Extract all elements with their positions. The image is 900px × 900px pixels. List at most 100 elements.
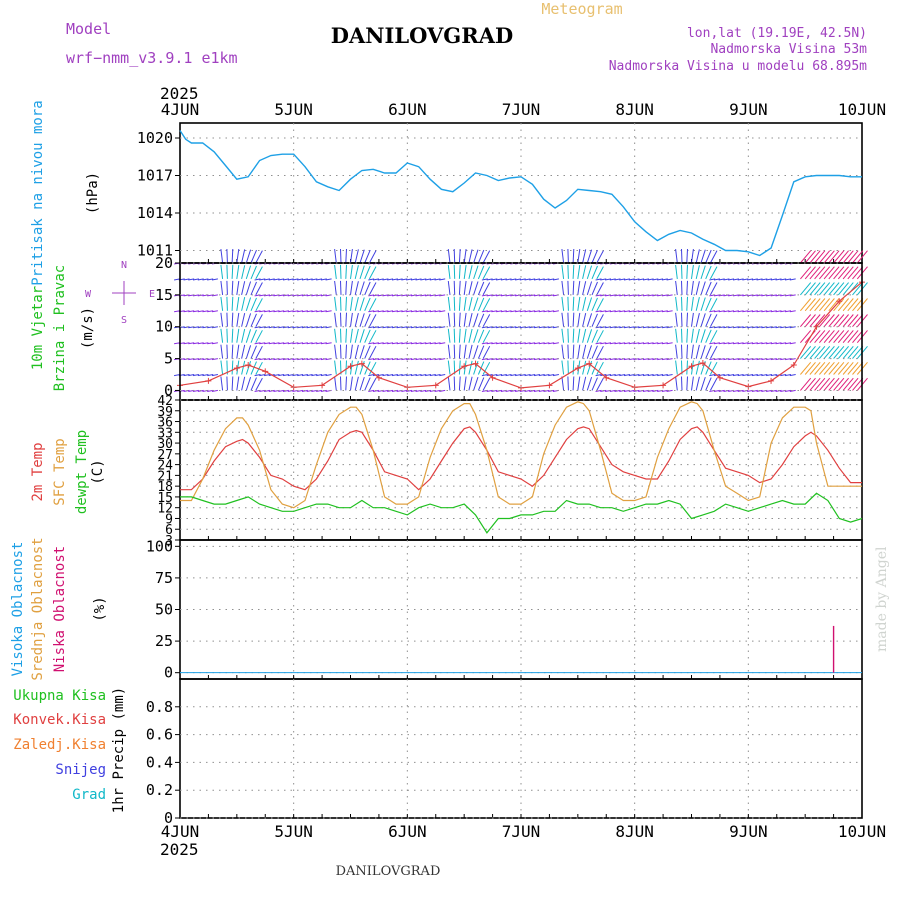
wind-barb xyxy=(458,312,461,327)
wind-barb xyxy=(819,361,831,375)
wind-barb xyxy=(259,326,266,329)
wind-barb xyxy=(254,358,261,361)
wind-barb xyxy=(254,278,261,281)
wind-barb xyxy=(675,344,678,359)
wind-barb xyxy=(259,358,266,361)
wind-barb xyxy=(510,278,517,281)
wind-barb xyxy=(245,345,252,359)
wind-barb xyxy=(391,358,398,361)
wind-barb xyxy=(543,278,550,281)
x-tick-label-bottom: 9JUN xyxy=(729,822,768,841)
elevation-label: Nadmorska Visina 53m xyxy=(710,42,867,57)
wind-barb xyxy=(453,328,456,343)
wind-barb xyxy=(852,282,864,296)
wind-barb xyxy=(538,374,545,377)
wind-barb xyxy=(784,326,792,329)
wind-barb xyxy=(842,298,854,312)
wind-speed-marker xyxy=(375,374,382,381)
wind-barb xyxy=(236,312,240,327)
wind-barb xyxy=(354,312,359,327)
wind-barb xyxy=(652,342,659,345)
wind-barb xyxy=(642,294,649,297)
wind-barb xyxy=(334,376,337,391)
wind-barb xyxy=(652,310,659,313)
wind-barb xyxy=(316,294,323,297)
wind-barb xyxy=(515,326,522,329)
wind-barb xyxy=(287,358,294,361)
cloud-tick-label: 75 xyxy=(155,569,173,587)
wind-barb xyxy=(491,342,498,345)
wind-barb xyxy=(586,329,593,343)
wind-speed-marker xyxy=(546,382,553,389)
wind-barb xyxy=(447,280,451,295)
wind-barb xyxy=(828,361,840,375)
wind-barb xyxy=(500,310,507,313)
wind-barb xyxy=(638,326,645,329)
wind-barb xyxy=(628,374,635,377)
wind-barb xyxy=(800,361,812,375)
wind-barb xyxy=(766,342,773,345)
wind-barb xyxy=(638,389,645,392)
wind-barb xyxy=(800,345,812,359)
wind-barb xyxy=(183,310,190,313)
x-tick-label-bottom: 7JUN xyxy=(502,822,541,841)
wind-barb xyxy=(561,328,565,343)
wind-barb xyxy=(686,248,688,264)
wind-barb xyxy=(410,326,417,329)
wind-barb xyxy=(211,374,218,377)
wind-barb xyxy=(524,310,531,313)
wind-barb xyxy=(340,264,342,279)
wind-barb xyxy=(354,328,359,343)
wind-barb xyxy=(515,342,522,345)
wind-barb xyxy=(638,294,645,297)
wind-barb xyxy=(524,294,531,297)
wind-barb xyxy=(784,294,792,297)
wind-barb xyxy=(491,326,498,329)
wind-speed-marker xyxy=(319,382,326,389)
wind-barb xyxy=(709,282,718,296)
wind-barb xyxy=(695,360,700,375)
wind-barb xyxy=(591,377,598,391)
wind-barb xyxy=(837,282,849,296)
wind-barb xyxy=(316,326,323,329)
wind-barb xyxy=(372,294,379,297)
wind-barb xyxy=(259,278,266,281)
wind-barb xyxy=(661,389,668,392)
wind-barb xyxy=(486,389,493,392)
wind-barb xyxy=(425,294,432,297)
wind-barb xyxy=(382,310,389,313)
wind-barb xyxy=(686,376,688,391)
wind-barb xyxy=(482,377,491,391)
wind-barb xyxy=(529,326,536,329)
wind-barb xyxy=(364,297,371,311)
wind-speed-marker xyxy=(432,382,439,389)
wind-barb xyxy=(842,377,854,391)
wind-barb xyxy=(250,377,257,391)
wind-barb xyxy=(264,342,271,345)
wind-barb xyxy=(477,249,485,264)
wind-barb xyxy=(823,250,835,264)
wind-barb xyxy=(695,344,700,359)
wind-barb xyxy=(368,282,377,296)
wind-barb xyxy=(340,328,342,343)
wind-barb xyxy=(675,376,678,391)
wind-barb xyxy=(382,294,389,297)
wind-barb xyxy=(183,294,190,297)
wind-barb xyxy=(695,265,700,280)
wind-barb xyxy=(709,361,718,375)
wind-barb xyxy=(254,294,261,297)
wind-barb xyxy=(368,310,375,313)
wind-barb xyxy=(596,345,604,359)
wind-barb xyxy=(519,310,526,313)
wind-barb xyxy=(666,358,673,361)
chart-subtitle: Meteogram xyxy=(541,0,622,18)
wind-barb xyxy=(723,294,730,297)
wind-barb xyxy=(577,265,581,279)
wind-barb xyxy=(510,358,517,361)
wind-barb xyxy=(231,280,234,295)
wind-barb xyxy=(311,389,318,392)
wind-barb xyxy=(614,374,621,377)
wind-barb xyxy=(747,342,754,345)
wind-barb xyxy=(661,294,668,297)
wind-barb xyxy=(268,342,275,345)
